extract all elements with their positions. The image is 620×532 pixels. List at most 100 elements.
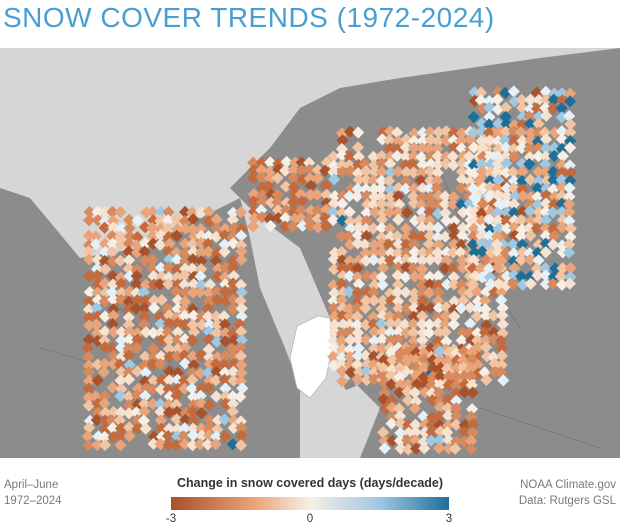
snow-cell <box>392 134 405 148</box>
snow-cell <box>431 166 444 179</box>
snow-cell <box>423 214 436 227</box>
snow-cell <box>178 333 192 346</box>
snow-cell <box>218 271 232 284</box>
snow-cell <box>408 245 421 259</box>
snow-cell <box>484 246 498 259</box>
snow-cell <box>475 142 489 155</box>
snow-cell <box>410 346 423 359</box>
snow-cell <box>203 421 216 435</box>
snow-cell <box>89 230 102 243</box>
page-title: SNOW COVER TRENDS (1972-2024) <box>3 2 495 33</box>
snow-cell <box>335 327 349 340</box>
snow-cell <box>194 438 207 451</box>
snow-cell <box>394 346 407 360</box>
snow-cell <box>431 174 444 187</box>
snow-cell <box>563 277 576 290</box>
snow-cell <box>438 197 452 211</box>
snow-cell <box>336 262 349 275</box>
snow-cell <box>154 350 168 363</box>
snow-cell <box>495 294 508 307</box>
snow-cell <box>442 346 455 359</box>
snow-cell <box>499 86 512 99</box>
snow-cell <box>391 149 404 163</box>
snow-cell <box>106 317 119 331</box>
snow-cell <box>468 86 481 99</box>
snow-cell <box>203 278 217 291</box>
snow-cell <box>256 189 269 202</box>
snow-cell <box>407 150 421 163</box>
snow-cell <box>255 211 269 224</box>
snow-cell <box>456 229 469 242</box>
snow-cell <box>343 238 357 251</box>
snow-cell <box>367 222 380 235</box>
snow-cell <box>335 277 348 290</box>
snow-cell <box>327 342 340 355</box>
snow-cell <box>91 374 104 387</box>
snow-cell <box>203 374 216 387</box>
snow-cell <box>500 197 513 210</box>
snow-cell <box>195 429 208 442</box>
snow-cell <box>416 318 429 331</box>
snow-cell <box>508 229 521 243</box>
snow-cell <box>410 378 424 391</box>
snow-cell <box>418 442 431 455</box>
snow-cell <box>480 285 493 299</box>
snow-cell <box>424 190 437 203</box>
snow-cell <box>358 238 371 251</box>
snow-cell <box>335 245 348 259</box>
snow-cell <box>447 318 460 331</box>
snow-cell <box>106 205 119 218</box>
snow-cell <box>402 443 415 456</box>
snow-cell <box>464 317 477 330</box>
snow-cell <box>495 342 508 355</box>
snow-cell <box>171 430 184 443</box>
snow-cell <box>148 294 161 307</box>
snow-cell <box>195 318 209 331</box>
season-text: April–June <box>4 479 59 491</box>
snow-cell <box>391 230 404 243</box>
snow-cell <box>447 262 460 275</box>
snow-cell <box>186 366 199 379</box>
snow-cell <box>539 93 553 106</box>
snow-cell <box>476 245 489 258</box>
snow-cell <box>343 343 356 356</box>
snow-cell <box>131 389 144 402</box>
snow-cell <box>137 414 150 427</box>
snow-cell <box>227 261 240 274</box>
snow-cell <box>367 198 380 211</box>
snow-cell <box>154 238 167 251</box>
years-text: 1972–2024 <box>4 495 62 507</box>
snow-cell <box>399 222 413 235</box>
snow-cell <box>416 263 429 276</box>
snow-cell <box>178 422 191 435</box>
snow-cell <box>458 425 471 438</box>
snow-cell <box>351 333 365 346</box>
snow-cell <box>163 342 176 355</box>
snow-cell <box>327 350 340 363</box>
snow-cell <box>431 150 444 163</box>
snow-cell <box>153 278 167 291</box>
snow-cell <box>202 343 215 356</box>
snow-cell <box>304 219 317 233</box>
snow-cell <box>416 294 429 307</box>
snow-cell <box>139 237 152 250</box>
snow-cell <box>202 286 215 299</box>
snow-cell <box>178 309 191 322</box>
snow-cell <box>433 434 446 447</box>
snow-cell <box>227 286 240 300</box>
snow-cell <box>326 206 340 219</box>
snow-cell <box>493 198 506 211</box>
snow-cell <box>226 405 239 418</box>
snow-cell <box>171 366 184 379</box>
snow-cell <box>400 354 414 367</box>
snow-cell <box>539 85 552 98</box>
snow-cell <box>186 439 199 452</box>
snow-cell <box>401 230 414 243</box>
snow-cell <box>496 309 509 322</box>
snow-cell <box>483 134 496 147</box>
snow-cell <box>377 393 390 406</box>
snow-cell <box>171 423 184 436</box>
snow-cell <box>466 238 479 251</box>
snow-cell <box>195 246 208 259</box>
snow-cell <box>162 277 175 291</box>
